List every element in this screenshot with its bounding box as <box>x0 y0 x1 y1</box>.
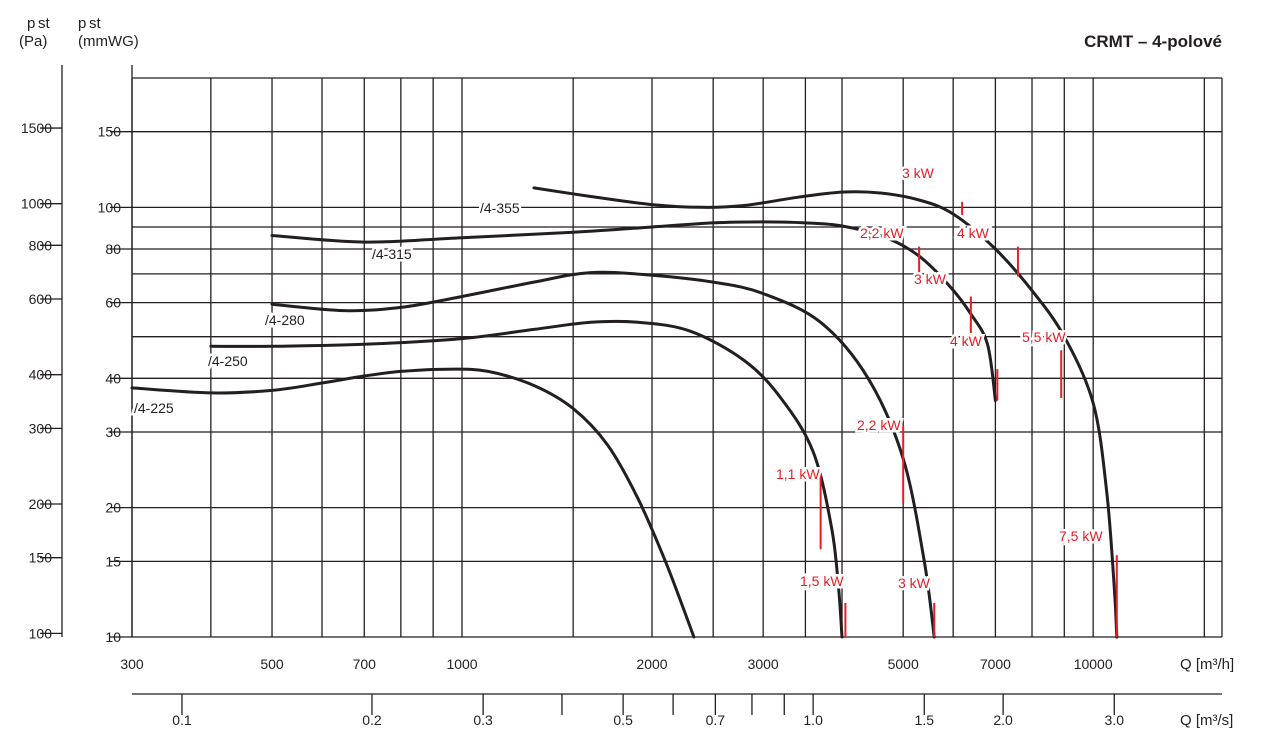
curve-label-4-355: /4-355 <box>480 200 520 216</box>
mmwg-tick-label: 40 <box>105 370 121 386</box>
curve-label-4-250: /4-250 <box>208 353 248 369</box>
m3h-tick-label: 300 <box>120 656 144 672</box>
power-marker-label: 3 kW <box>914 271 947 287</box>
power-marker-label: 3 kW <box>898 575 931 591</box>
mmwg-axis-unit: (mmWG) <box>78 33 139 50</box>
mmwg-axis-title-sub: st <box>89 15 102 32</box>
m3s-tick-label: 3.0 <box>1105 712 1125 728</box>
pa-axis-title: p <box>27 15 35 32</box>
power-marker-label: 1,1 kW <box>776 466 820 482</box>
power-marker-label: 1,5 kW <box>800 573 844 589</box>
m3s-tick-label: 0.3 <box>473 712 493 728</box>
pa-tick-label: 100 <box>29 625 53 641</box>
mmwg-tick-label: 80 <box>105 241 121 257</box>
pa-axis-unit: (Pa) <box>19 33 47 50</box>
curve-4-225 <box>130 367 696 639</box>
series-layer: /4-225/4-250/4-280/4-315/4-355 <box>130 186 1119 639</box>
power-marker-label: 7,5 kW <box>1059 528 1103 544</box>
mmwg-axis-title: p <box>78 15 86 32</box>
pa-tick-label: 200 <box>29 496 53 512</box>
power-marker-label: 3 kW <box>902 165 935 181</box>
m3s-tick-label: 1.0 <box>803 712 823 728</box>
power-marker-label: 4 kW <box>957 225 990 241</box>
power-marker-label: 5,5 kW <box>1022 329 1066 345</box>
mmwg-tick-label: 10 <box>105 629 121 645</box>
mmwg-tick-label: 60 <box>105 295 121 311</box>
chart-title: CRMT – 4-polové <box>1084 32 1222 51</box>
curve-label-4-315: /4-315 <box>372 246 412 262</box>
power-marker-label: 2,2 kW <box>857 417 901 433</box>
pa-tick-label: 1000 <box>21 196 52 212</box>
pa-tick-label: 150 <box>29 550 53 566</box>
m3s-tick-label: 0.7 <box>706 712 726 728</box>
pa-tick-label: 400 <box>29 367 53 383</box>
pa-tick-label: 1500 <box>21 120 52 136</box>
m3h-tick-label: 1000 <box>446 656 477 672</box>
m3h-tick-label: 5000 <box>888 656 919 672</box>
curve-4-355 <box>532 186 1119 639</box>
mmwg-tick-label: 100 <box>98 199 122 215</box>
mmwg-tick-label: 30 <box>105 424 121 440</box>
power-marker-label: 2,2 kW <box>860 225 904 241</box>
mmwg-tick-label: 150 <box>98 124 122 140</box>
curve-4-315 <box>270 220 997 403</box>
power-marker-label: 4 kW <box>950 333 983 349</box>
m3s-tick-label: 1.5 <box>915 712 935 728</box>
power-markers: 1,1 kW 1,5 kW 2,2 kW 3 kW 2,2 kW 3 kW 4 kW 3 kW… <box>774 163 1118 637</box>
m3s-tick-label: 2.0 <box>993 712 1013 728</box>
m3h-tick-label: 2000 <box>636 656 667 672</box>
m3s-tick-label: 0.2 <box>362 712 382 728</box>
axes: p st(Pa)p st(mmWG)150010008006004003002001… <box>19 15 1234 729</box>
pa-tick-label: 600 <box>29 291 53 307</box>
curve-label-4-225: /4-225 <box>134 400 174 416</box>
mmwg-tick-label: 20 <box>105 500 121 516</box>
m3h-axis-title: Q [m³/h] <box>1180 656 1234 673</box>
curve-label-4-280: /4-280 <box>265 312 305 328</box>
grid <box>131 77 1223 638</box>
mmwg-tick-label: 15 <box>105 553 121 569</box>
m3s-tick-label: 0.1 <box>172 712 192 728</box>
m3s-axis-title: Q [m³/s] <box>1180 712 1233 729</box>
m3h-tick-label: 500 <box>260 656 284 672</box>
m3h-tick-label: 700 <box>353 656 377 672</box>
m3h-tick-label: 3000 <box>748 656 779 672</box>
m3h-tick-label: 7000 <box>980 656 1011 672</box>
pa-tick-label: 800 <box>29 237 53 253</box>
pa-tick-label: 300 <box>29 420 53 436</box>
m3h-tick-label: 10000 <box>1074 656 1113 672</box>
m3s-tick-label: 0.5 <box>613 712 633 728</box>
curve-4-250 <box>209 319 844 639</box>
pa-axis-title-sub: st <box>38 15 51 32</box>
